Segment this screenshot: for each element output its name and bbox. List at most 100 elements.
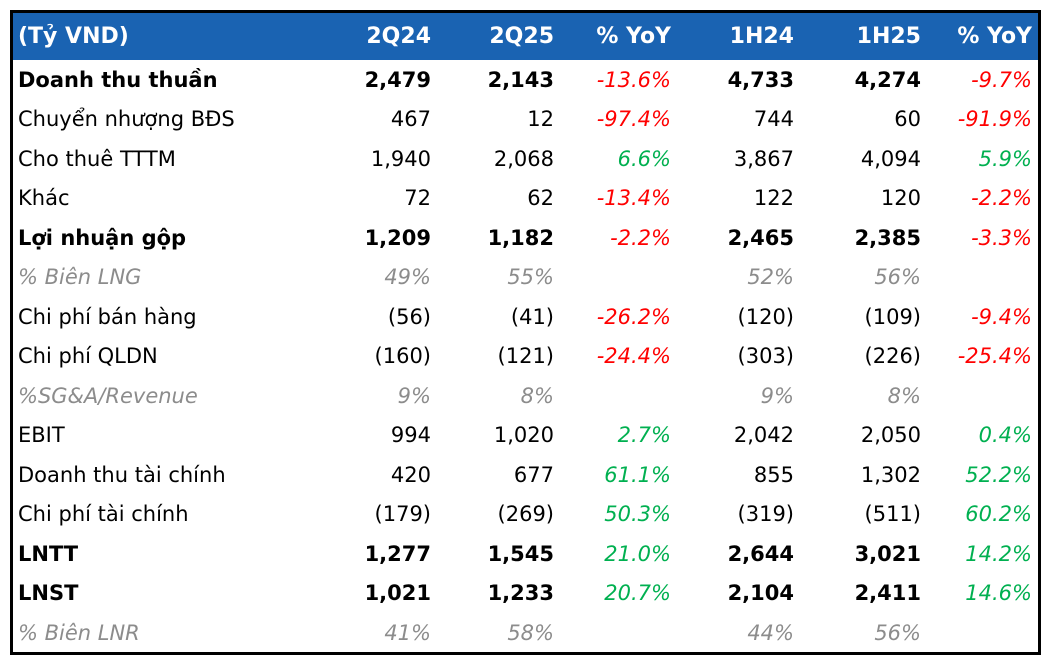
row-label: Doanh thu tài chính — [18, 462, 226, 487]
value-cell: (121) — [497, 344, 554, 369]
table-row: LNST 1,021 1,233 20.7% 2,104 2,411 14.6% — [13, 574, 1038, 614]
value-cell: 2,104 — [727, 581, 794, 606]
column-header-yoy-half: % YoY — [927, 13, 1038, 60]
value-cell: 2,143 — [487, 67, 554, 92]
value-cell: (120) — [737, 304, 794, 329]
row-label: EBIT — [18, 423, 65, 448]
value-cell: 1,182 — [487, 225, 554, 250]
value-cell: 52% — [747, 265, 794, 290]
yoy-value: -26.2% — [596, 304, 671, 329]
yoy-value: 14.6% — [965, 581, 1032, 606]
yoy-value: 60.2% — [965, 502, 1032, 527]
row-label: Doanh thu thuần — [18, 67, 218, 92]
yoy-value — [560, 258, 677, 298]
value-cell: 3,867 — [733, 146, 794, 171]
yoy-value: 2.7% — [617, 423, 671, 448]
yoy-value: -91.9% — [957, 107, 1032, 132]
yoy-value: -3.3% — [971, 225, 1032, 250]
yoy-value: -2.2% — [971, 186, 1032, 211]
value-cell: 677 — [513, 462, 554, 487]
table-row: Cho thuê TTTM 1,940 2,068 6.6% 3,867 4,094 5.9… — [13, 139, 1038, 179]
table-row: Chi phí QLDN (160) (121) -24.4% (303) (226) -2… — [13, 337, 1038, 377]
value-cell: 2,068 — [493, 146, 554, 171]
row-label: Khác — [18, 186, 70, 211]
value-cell: 4,094 — [860, 146, 921, 171]
value-cell: 62 — [527, 186, 554, 211]
table-row: Lợi nhuận gộp 1,209 1,182 -2.2% 2,465 2,385 -3… — [13, 218, 1038, 258]
table-row: Chuyển nhượng BĐS 467 12 -97.4% 744 60 -91.9% — [13, 100, 1038, 140]
value-cell: 2,042 — [733, 423, 794, 448]
value-cell: 2,465 — [727, 225, 794, 250]
value-cell: (511) — [864, 502, 921, 527]
yoy-value — [560, 376, 677, 416]
column-header-1h25: 1H25 — [800, 13, 927, 60]
value-cell: 1,020 — [493, 423, 554, 448]
yoy-value: 52.2% — [965, 462, 1032, 487]
yoy-value: 50.3% — [604, 502, 671, 527]
row-label: Lợi nhuận gộp — [18, 225, 187, 250]
value-cell: 420 — [390, 462, 431, 487]
value-cell: 2,385 — [854, 225, 921, 250]
yoy-value — [927, 613, 1038, 652]
value-cell: 56% — [874, 620, 921, 645]
value-cell: 467 — [390, 107, 431, 132]
value-cell: (226) — [864, 344, 921, 369]
yoy-value: -2.2% — [610, 225, 671, 250]
value-cell: (319) — [737, 502, 794, 527]
yoy-value: 6.6% — [617, 146, 671, 171]
row-label: LNST — [18, 581, 79, 606]
unit-label: (Tỷ VND) — [13, 13, 343, 60]
value-cell: 2,479 — [364, 67, 431, 92]
row-label: Chi phí tài chính — [18, 502, 189, 527]
column-header-2q25: 2Q25 — [437, 13, 560, 60]
row-label: %SG&A/Revenue — [18, 383, 198, 408]
value-cell: 60 — [894, 107, 921, 132]
yoy-value: -13.4% — [596, 186, 671, 211]
value-cell: 8% — [887, 383, 921, 408]
yoy-value: -13.6% — [596, 67, 671, 92]
value-cell: 9% — [760, 383, 794, 408]
column-header-2q24: 2Q24 — [343, 13, 437, 60]
yoy-value: 5.9% — [978, 146, 1032, 171]
value-cell: 994 — [390, 423, 431, 448]
row-label: % Biên LNR — [18, 620, 140, 645]
value-cell: 1,545 — [487, 541, 554, 566]
financial-results-table: (Tỷ VND) 2Q24 2Q25 % YoY 1H24 1H25 % YoY… — [13, 13, 1038, 652]
table-row: LNTT 1,277 1,545 21.0% 2,644 3,021 14.2% — [13, 534, 1038, 574]
table-row: %SG&A/Revenue 9% 8% 9% 8% — [13, 376, 1038, 416]
row-label: Cho thuê TTTM — [18, 146, 176, 171]
value-cell: 2,050 — [860, 423, 921, 448]
yoy-value: -25.4% — [957, 344, 1032, 369]
table-row: Khác 72 62 -13.4% 122 120 -2.2% — [13, 179, 1038, 219]
column-header-yoy-quarter: % YoY — [560, 13, 677, 60]
table-row: EBIT 994 1,020 2.7% 2,042 2,050 0.4% — [13, 416, 1038, 456]
yoy-value: -9.7% — [971, 67, 1032, 92]
yoy-value — [927, 376, 1038, 416]
table-row: % Biên LNG 49% 55% 52% 56% — [13, 258, 1038, 298]
value-cell: 12 — [527, 107, 554, 132]
financial-table-frame: (Tỷ VND) 2Q24 2Q25 % YoY 1H24 1H25 % YoY… — [10, 10, 1041, 655]
value-cell: 1,302 — [860, 462, 921, 487]
value-cell: 3,021 — [854, 541, 921, 566]
value-cell: 1,209 — [364, 225, 431, 250]
value-cell: 49% — [384, 265, 431, 290]
value-cell: 44% — [747, 620, 794, 645]
yoy-value: 61.1% — [604, 462, 671, 487]
value-cell: 58% — [507, 620, 554, 645]
value-cell: 2,644 — [727, 541, 794, 566]
value-cell: 1,233 — [487, 581, 554, 606]
value-cell: 72 — [404, 186, 431, 211]
header-row: (Tỷ VND) 2Q24 2Q25 % YoY 1H24 1H25 % YoY — [13, 13, 1038, 60]
column-header-1h24: 1H24 — [677, 13, 800, 60]
row-label: % Biên LNG — [18, 265, 142, 290]
value-cell: 55% — [507, 265, 554, 290]
table-body: Doanh thu thuần 2,479 2,143 -13.6% 4,733 4,27… — [13, 60, 1038, 652]
value-cell: 4,733 — [727, 67, 794, 92]
value-cell: (56) — [387, 304, 431, 329]
value-cell: 8% — [520, 383, 554, 408]
yoy-value: -9.4% — [971, 304, 1032, 329]
table-row: Chi phí tài chính (179) (269) 50.3% (319) (51… — [13, 495, 1038, 535]
value-cell: (269) — [497, 502, 554, 527]
row-label: Chi phí QLDN — [18, 344, 158, 369]
